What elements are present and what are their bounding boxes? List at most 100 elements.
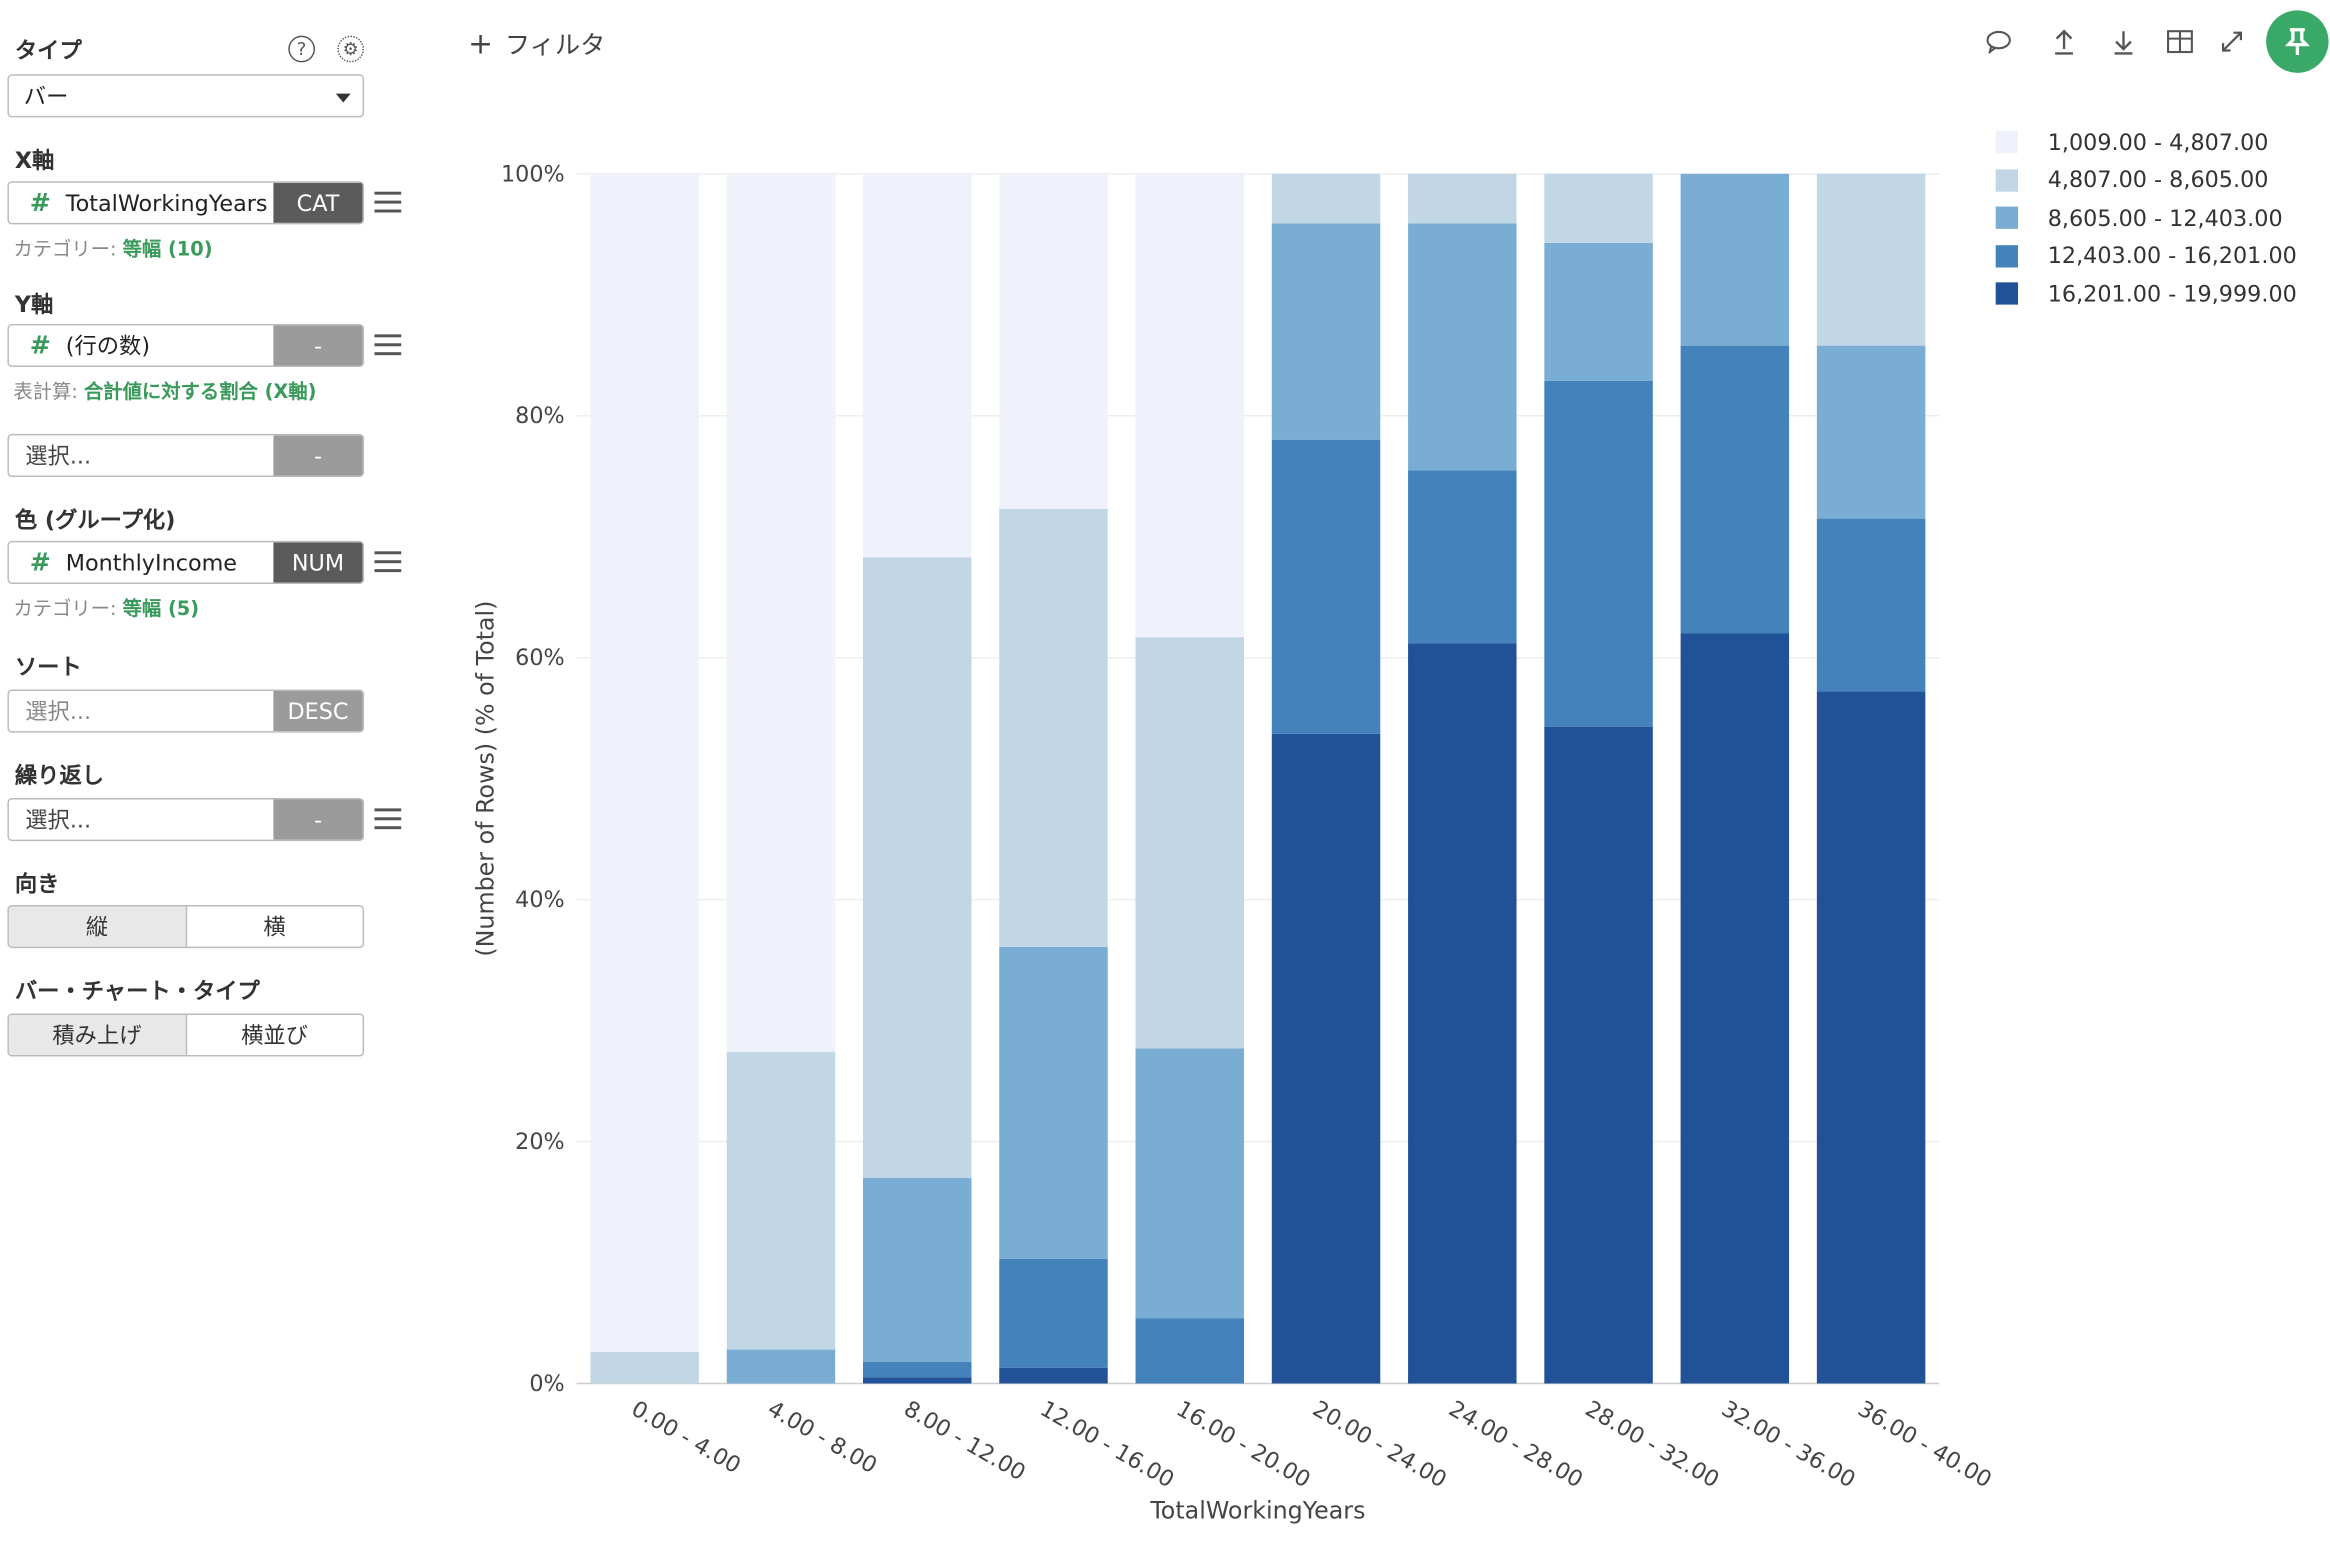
- bar-segment: [1271, 439, 1381, 734]
- gear-icon[interactable]: ⚙: [337, 35, 365, 63]
- y-axis-menu-icon[interactable]: [374, 334, 402, 356]
- repeat-field[interactable]: 選択... -: [7, 797, 365, 842]
- bar-segment: [1816, 518, 1926, 692]
- y-axis-field[interactable]: # (行の数) -: [7, 323, 365, 368]
- bar-type-stacked[interactable]: 積み上げ: [8, 1014, 186, 1056]
- bar-segment: [1135, 637, 1245, 1049]
- help-icon[interactable]: ?: [288, 35, 316, 63]
- plus-icon: +: [468, 25, 494, 61]
- y2-placeholder: 選択...: [25, 442, 92, 470]
- x-axis-note: カテゴリー: 等幅 (10): [13, 233, 212, 261]
- bar-segment: [1544, 726, 1653, 1384]
- y-tick-label: 40%: [515, 887, 565, 913]
- y-tick-label: 20%: [515, 1129, 565, 1155]
- pin-icon[interactable]: [2266, 10, 2329, 73]
- numeric-hash-icon: #: [29, 187, 51, 218]
- legend-label: 4,807.00 - 8,605.00: [2047, 166, 2269, 194]
- x-tick-label: 4.00 - 8.00: [763, 1396, 881, 1479]
- bar-segment: [1271, 223, 1381, 440]
- x-axis-title: TotalWorkingYears: [1149, 1497, 1365, 1525]
- color-menu-icon[interactable]: [374, 551, 402, 573]
- legend-swatch: [1995, 131, 2018, 154]
- y-tick-label: 80%: [515, 403, 565, 429]
- upload-icon[interactable]: [2049, 27, 2079, 57]
- legend-item[interactable]: 8,605.00 - 12,403.00: [1995, 199, 2297, 237]
- legend-swatch: [1995, 244, 2018, 268]
- bar-segment: [1408, 470, 1517, 644]
- color-type-button[interactable]: NUM: [273, 542, 363, 583]
- x-tick-label: 36.00 - 40.00: [1853, 1396, 1996, 1493]
- bar-segment: [1680, 345, 1790, 634]
- bar-segment: [999, 508, 1108, 947]
- x-tick-label: 12.00 - 16.00: [1036, 1396, 1179, 1493]
- bar-segment: [726, 173, 836, 1053]
- y-axis-label: Y軸: [14, 291, 54, 319]
- chevron-down-icon: [335, 93, 351, 103]
- repeat-menu-icon[interactable]: [374, 808, 402, 830]
- x-axis-field[interactable]: # TotalWorkingYears CAT: [7, 181, 365, 225]
- comment-icon[interactable]: [1984, 27, 2014, 57]
- download-icon[interactable]: [2109, 27, 2139, 57]
- x-tick-label: 28.00 - 32.00: [1581, 1396, 1724, 1493]
- bar-type-side-by-side[interactable]: 横並び: [185, 1014, 363, 1056]
- bar-type-toggle: 積み上げ 横並び: [7, 1013, 365, 1057]
- y-tick-label: 0%: [529, 1371, 564, 1397]
- table-icon[interactable]: [2165, 27, 2195, 57]
- bar-segment: [1816, 691, 1926, 1384]
- legend-item[interactable]: 12,403.00 - 16,201.00: [1995, 237, 2297, 275]
- bar-segment: [590, 173, 699, 1353]
- color-note: カテゴリー: 等幅 (5): [13, 593, 199, 621]
- y-axis-agg-button[interactable]: -: [273, 325, 363, 366]
- color-binning-link[interactable]: 等幅 (5): [122, 598, 200, 622]
- x-axis-type-button[interactable]: CAT: [273, 182, 363, 223]
- add-filter-button[interactable]: + フィルタ: [468, 24, 605, 61]
- numeric-hash-icon: #: [29, 547, 51, 578]
- x-axis-menu-icon[interactable]: [374, 191, 402, 213]
- legend-item[interactable]: 4,807.00 - 8,605.00: [1995, 161, 2297, 199]
- orientation-horizontal[interactable]: 横: [185, 906, 363, 947]
- y-axis-calc-link[interactable]: 合計値に対する割合 (X軸): [83, 381, 317, 405]
- bar-segment: [1544, 242, 1653, 381]
- bar-segment: [590, 1352, 699, 1384]
- repeat-label: 繰り返し: [14, 762, 105, 790]
- sort-field[interactable]: 選択... DESC: [7, 689, 365, 733]
- legend-label: 16,201.00 - 19,999.00: [2047, 280, 2297, 308]
- color-field[interactable]: # MonthlyIncome NUM: [7, 540, 365, 584]
- x-tick-label: 32.00 - 36.00: [1717, 1396, 1860, 1493]
- x-tick-label: 16.00 - 20.00: [1172, 1396, 1315, 1493]
- orientation-label: 向き: [14, 870, 60, 898]
- y2-agg-button[interactable]: -: [273, 435, 363, 476]
- color-label: 色 (グループ化): [14, 506, 176, 534]
- repeat-button[interactable]: -: [273, 799, 363, 840]
- chart-type-value: バー: [23, 83, 69, 110]
- bar-segment: [1408, 223, 1517, 471]
- x-axis-field-name: TotalWorkingYears: [65, 189, 268, 217]
- y-tick-label: 100%: [501, 161, 565, 187]
- bar-segment: [726, 1349, 836, 1384]
- bar-segment: [862, 1177, 972, 1362]
- orientation-vertical[interactable]: 縦: [8, 906, 186, 947]
- orientation-toggle: 縦 横: [7, 904, 365, 949]
- expand-icon[interactable]: [2217, 27, 2247, 57]
- x-tick-label: 20.00 - 24.00: [1308, 1396, 1451, 1493]
- bar-segment: [1135, 173, 1245, 638]
- filter-label: フィルタ: [504, 31, 606, 61]
- chart-type-select[interactable]: バー: [7, 74, 365, 118]
- bar-segment: [999, 946, 1108, 1259]
- sort-order-button[interactable]: DESC: [273, 690, 363, 732]
- bar-segment: [862, 1377, 972, 1384]
- x-axis-binning-link[interactable]: 等幅 (10): [122, 239, 213, 262]
- legend-item[interactable]: 16,201.00 - 19,999.00: [1995, 275, 2297, 313]
- bar-segment: [1408, 643, 1517, 1384]
- y-tick-label: 60%: [515, 645, 565, 671]
- legend-label: 1,009.00 - 4,807.00: [2047, 128, 2269, 156]
- bar-segment: [1408, 173, 1517, 224]
- legend-item[interactable]: 1,009.00 - 4,807.00: [1995, 123, 2297, 161]
- y-axis-field-name: (行の数): [65, 332, 151, 360]
- legend-swatch: [1995, 206, 2018, 230]
- bar-segment: [1680, 633, 1790, 1384]
- y2-axis-field[interactable]: 選択... -: [7, 433, 365, 478]
- legend-swatch: [1995, 282, 2018, 306]
- legend-label: 8,605.00 - 12,403.00: [2047, 204, 2283, 232]
- sort-label: ソート: [14, 653, 82, 681]
